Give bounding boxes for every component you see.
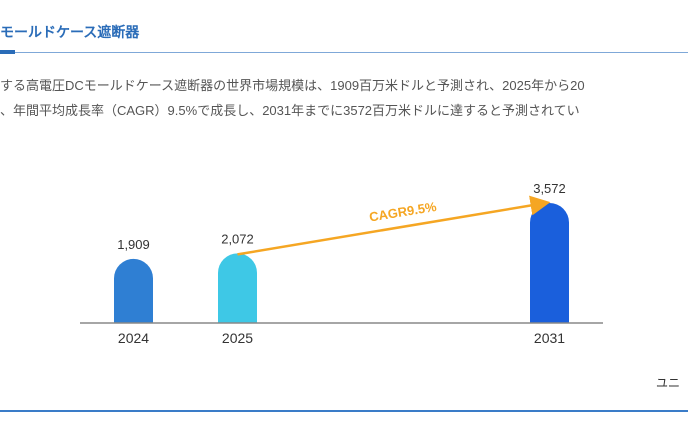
description-line-2: 、年間平均成長率（CAGR）9.5%で成長し、2031年までに3572百万米ドル… <box>0 103 580 118</box>
bottom-divider <box>0 410 688 412</box>
data-label: 3,572 <box>533 181 566 196</box>
x-tick-label: 2031 <box>534 330 565 346</box>
title-divider <box>0 52 688 53</box>
bar-2025 <box>218 253 257 323</box>
cagr-label: CAGR9.5% <box>368 199 438 225</box>
unit-label: ユニ <box>656 376 681 390</box>
bar-2031 <box>530 203 569 323</box>
section-title: モールドケース遮断器 <box>0 24 140 40</box>
data-label: 1,909 <box>117 237 150 252</box>
description-line-1: する高電圧DCモールドケース遮断器の世界市場規模は、1909百万米ドルと予測され… <box>0 78 585 93</box>
x-tick-label: 2024 <box>118 330 149 346</box>
cagr-arrow <box>237 195 551 256</box>
title-divider-accent <box>0 50 15 54</box>
data-label: 2,072 <box>221 231 254 246</box>
x-tick-label: 2025 <box>222 330 253 346</box>
bar-2024 <box>114 258 153 323</box>
